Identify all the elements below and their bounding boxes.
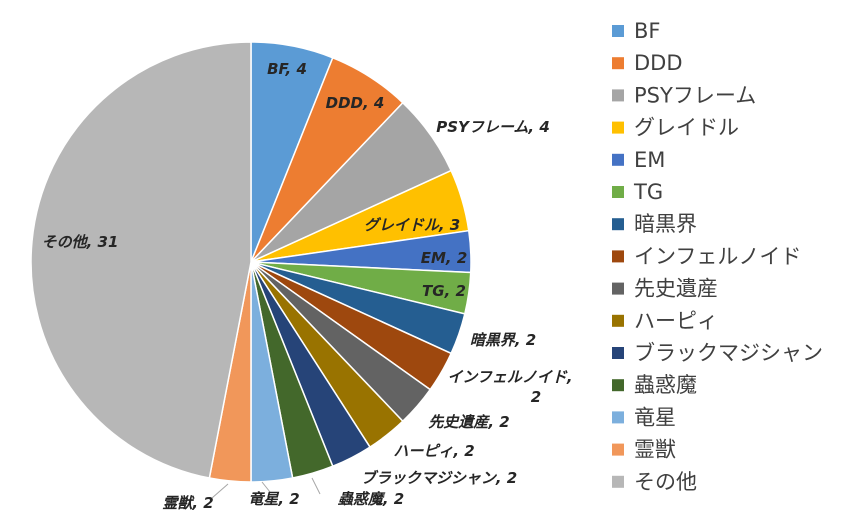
data-label-4: EM, 2 <box>421 249 468 267</box>
data-label-7-continued: 2 <box>531 388 541 406</box>
legend-swatch-11 <box>612 379 624 392</box>
legend-swatch-6 <box>612 218 624 231</box>
legend-label-13: 霊獣 <box>634 438 676 462</box>
legend-label-0: BF <box>634 19 661 43</box>
data-label-1: DDD, 4 <box>326 94 385 112</box>
legend-swatch-2 <box>612 89 624 102</box>
legend-label-3: グレイドル <box>634 116 739 140</box>
legend-label-4: EM <box>634 148 665 172</box>
legend-swatch-4 <box>612 153 624 166</box>
legend-label-5: TG <box>633 180 663 204</box>
leader-lines <box>211 477 321 499</box>
pie-slices <box>30 41 472 483</box>
data-label-14: その他, 31 <box>42 233 119 251</box>
legend-swatch-9 <box>612 314 624 327</box>
data-label-12: 竜星, 2 <box>248 490 299 508</box>
legend-swatch-7 <box>612 250 624 263</box>
data-label-7: インフェルノイド, <box>447 368 572 386</box>
legend-swatch-1 <box>612 57 624 70</box>
data-label-6: 暗黒界, 2 <box>470 331 536 349</box>
legend-swatch-10 <box>612 347 624 359</box>
leader-line-12 <box>261 481 271 493</box>
legend-label-6: 暗黒界 <box>634 212 697 236</box>
data-label-5: TG, 2 <box>422 282 466 300</box>
data-label-0: BF, 4 <box>267 60 307 78</box>
legend-swatch-0 <box>612 25 624 37</box>
data-label-9: ハーピィ, 2 <box>393 442 474 460</box>
legend-label-7: インフェルノイド <box>634 244 801 268</box>
data-label-8: 先史遺産, 2 <box>428 413 509 431</box>
legend-label-12: 竜星 <box>634 405 676 429</box>
leader-line-13 <box>211 483 229 499</box>
legend-swatch-12 <box>612 411 624 424</box>
legend-label-8: 先史遺産 <box>634 277 718 301</box>
data-label-3: グレイドル, 3 <box>364 216 460 234</box>
legend-label-2: PSYフレーム <box>634 83 756 107</box>
legend-label-11: 蟲惑魔 <box>634 373 697 397</box>
legend-swatch-5 <box>612 186 624 198</box>
legend-label-9: ハーピィ <box>634 309 718 333</box>
leader-line-11 <box>311 477 321 495</box>
legend-swatch-14 <box>612 475 624 488</box>
pie-slice-item-14 <box>30 41 252 479</box>
data-label-13: 霊獣, 2 <box>162 494 213 512</box>
data-labels: BF, 4 DDD, 4 PSYフレーム, 4 グレイドル, 3 EM, 2 TG, 2 暗… <box>42 60 573 512</box>
legend-swatch-13 <box>612 443 624 456</box>
data-label-11: 蟲惑魔, 2 <box>338 490 404 508</box>
legend-swatch-3 <box>612 121 624 134</box>
data-label-10: ブラックマジシャン, 2 <box>361 469 517 487</box>
legend-swatch-8 <box>612 282 624 295</box>
data-label-2: PSYフレーム, 4 <box>436 118 550 136</box>
legend-label-14: その他 <box>634 470 697 494</box>
legend-label-1: DDD <box>634 51 683 75</box>
legend-label-10: ブラックマジシャン <box>634 341 823 365</box>
